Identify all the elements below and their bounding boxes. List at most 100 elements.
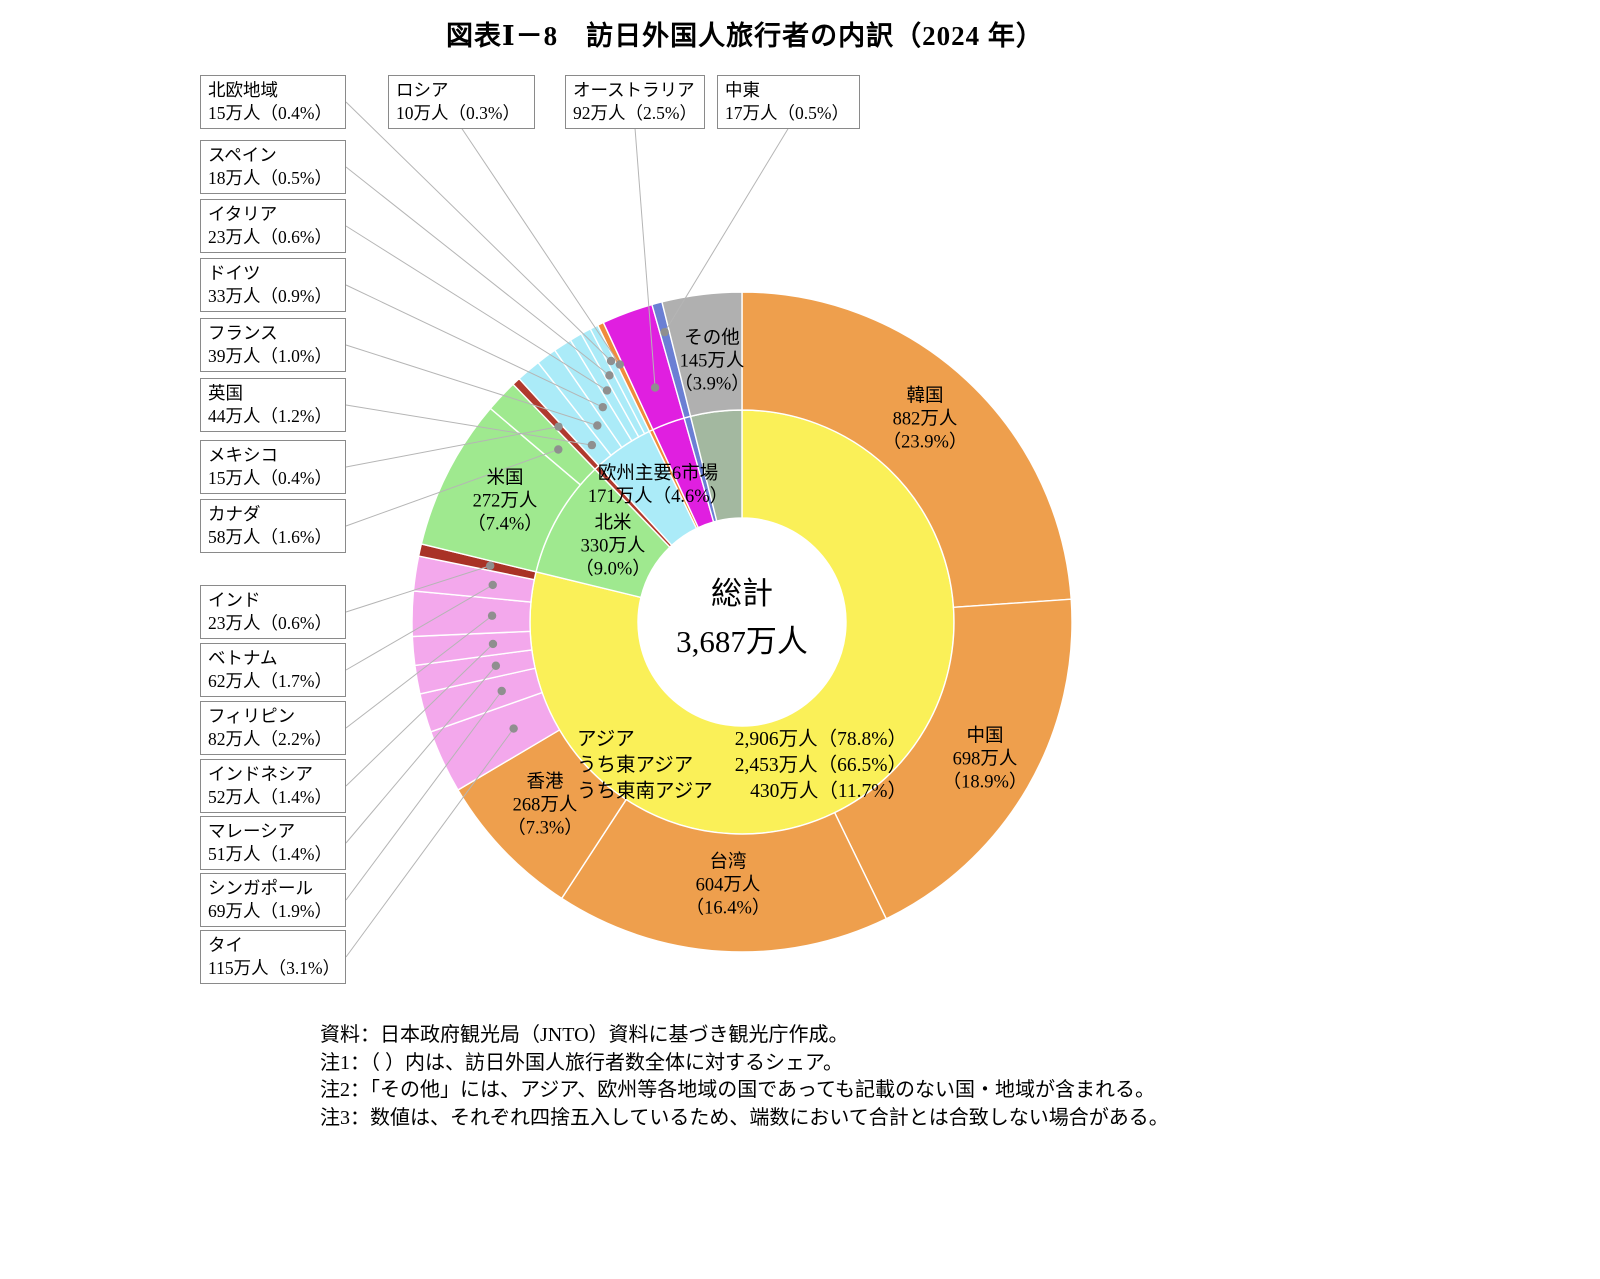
segment-label-line: 268万人 <box>512 795 578 816</box>
leader-dot <box>602 386 612 395</box>
leader-dot <box>491 661 501 670</box>
center-total: 総計 3,687万人 <box>676 570 808 666</box>
asia-summary-value: 430万人（11.7%） <box>750 781 907 803</box>
leader-line <box>345 643 494 787</box>
callout-country-name: マレーシア <box>208 821 296 841</box>
total-value: 3,687万人 <box>676 624 808 659</box>
callout-country-value: 44万人（1.2%） <box>208 406 332 427</box>
callout-box: フランス 39万人（1.0%） <box>200 318 346 372</box>
footnote-1: 注1：（ ）内は、訪日外国人旅行者数全体に対するシェア。 <box>320 1051 843 1074</box>
leader-line <box>345 225 608 391</box>
outer-ring-segment-2 <box>833 598 1073 920</box>
callout-country-value: 10万人（0.3%） <box>396 103 520 124</box>
callout-box: スペイン 18万人（0.5%） <box>200 140 346 194</box>
asia-summary-row: うち東アジア 2,453万人（66.5%） <box>577 753 907 779</box>
asia-summary: アジア 2,906万人（78.8%） うち東アジア 2,453万人（66.5%）… <box>577 727 907 805</box>
leader-line <box>345 404 592 446</box>
leader-dot <box>587 440 597 450</box>
callout-country-value: 51万人（1.4%） <box>208 844 332 865</box>
segment-label-line: 145万人 <box>679 351 745 372</box>
callout-country-name: シンガポール <box>208 878 313 898</box>
leader-line <box>664 127 789 333</box>
callout-country-value: 52万人（1.4%） <box>208 787 332 808</box>
callout-country-name: カナダ <box>208 504 261 524</box>
asia-summary-row: うち東南アジア 430万人（11.7%） <box>577 779 907 805</box>
outer-ring-segment-24 <box>661 291 743 418</box>
segment-label-line: 中国 <box>966 726 1004 747</box>
callout-box: 中東 17万人（0.5%） <box>717 75 860 129</box>
segment-label: 北米 330万人 （9.0%） <box>575 512 651 581</box>
callout-country-value: 15万人（0.4%） <box>208 468 332 489</box>
leader-line <box>345 449 559 527</box>
segment-label-line: （9.0%） <box>575 559 651 580</box>
callout-box: イタリア 23万人（0.6%） <box>200 199 346 253</box>
callout-country-name: インドネシア <box>208 764 313 784</box>
callout-country-value: 62万人（1.7%） <box>208 671 332 692</box>
segment-label: その他 145万人 （3.9%） <box>674 327 750 396</box>
callout-country-name: メキシコ <box>208 445 278 465</box>
segment-label-line: 北米 <box>594 513 632 534</box>
callout-box: フィリピン 82万人（2.2%） <box>200 701 346 755</box>
callout-country-value: 23万人（0.6%） <box>208 613 332 634</box>
leader-dot <box>509 724 518 733</box>
leader-dot <box>488 580 497 590</box>
leader-line <box>345 344 598 426</box>
callout-box: 英国 44万人（1.2%） <box>200 378 346 432</box>
leader-dot <box>488 639 498 649</box>
segment-label-line: 米国 <box>486 468 524 489</box>
callout-box: インドネシア 52万人（1.4%） <box>200 759 346 813</box>
callout-country-value: 15万人（0.4%） <box>208 103 332 124</box>
segment-label-line: 604万人 <box>695 875 761 896</box>
callout-country-value: 18万人（0.5%） <box>208 168 332 189</box>
donut-hole <box>639 519 845 725</box>
asia-summary-label: アジア <box>577 729 635 750</box>
leader-dot <box>554 445 563 454</box>
callout-country-name: イタリア <box>208 204 278 224</box>
callout-box: シンガポール 69万人（1.9%） <box>200 873 346 927</box>
outer-ring-segment-3 <box>560 798 888 953</box>
asia-summary-label: うち東アジア <box>577 755 694 777</box>
callout-country-value: 58万人（1.6%） <box>208 527 332 548</box>
segment-label-line: （3.9%） <box>674 374 750 395</box>
leader-dot <box>650 383 660 392</box>
leader-line <box>345 426 559 468</box>
leader-dot <box>598 402 607 412</box>
callout-box: マレーシア 51万人（1.4%） <box>200 816 346 870</box>
footnote-2: 注2：「その他」には、アジア、欧州等各地域の国であっても記載のない国・地域が含ま… <box>320 1079 1155 1102</box>
segment-label-line: （18.9%） <box>942 772 1028 793</box>
leader-dot <box>497 686 506 696</box>
leader-dot <box>593 421 602 430</box>
asia-summary-value: 2,906万人（78.8%） <box>734 729 907 750</box>
notes: 資料：日本政府観光局（JNTO）資料に基づき観光庁作成。 注1：（ ）内は、訪日… <box>320 1022 1169 1132</box>
segment-label: 米国 272万人 （7.4%） <box>467 467 543 536</box>
leader-line <box>345 584 493 671</box>
leader-line <box>345 284 604 408</box>
leader-line <box>634 127 656 388</box>
footnote-3: 注3：数値は、それぞれ四捨五入しているため、端数において合計とは合致しない場合が… <box>320 1106 1169 1129</box>
leader-dot <box>554 422 563 431</box>
callout-box: 北欧地域 15万人（0.4%） <box>200 75 346 129</box>
leader-dot <box>605 371 614 380</box>
leader-dot <box>487 611 497 620</box>
callout-box: カナダ 58万人（1.6%） <box>200 499 346 553</box>
segment-label-line: 171万人（4.6%） <box>587 487 729 507</box>
callout-box: ロシア 10万人（0.3%） <box>388 75 535 129</box>
callout-country-value: 17万人（0.5%） <box>725 103 849 124</box>
leader-dot <box>486 561 495 570</box>
leader-dot <box>660 327 669 337</box>
callout-country-name: 北欧地域 <box>208 80 278 100</box>
segment-label-line: 香港 <box>526 772 564 793</box>
segment-label-line: （7.3%） <box>507 818 583 839</box>
callout-country-name: フランス <box>208 323 278 343</box>
leader-line <box>345 565 491 613</box>
asia-summary-row: アジア 2,906万人（78.8%） <box>577 727 907 753</box>
segment-label-line: 韓国 <box>906 386 944 407</box>
callout-country-value: 23万人（0.6%） <box>208 227 332 248</box>
callout-country-name: タイ <box>208 935 243 955</box>
segment-label-line: 330万人 <box>580 536 646 557</box>
leader-dot <box>615 360 625 369</box>
callout-country-name: フィリピン <box>208 706 296 726</box>
callout-box: オーストラリア 92万人（2.5%） <box>565 75 705 129</box>
